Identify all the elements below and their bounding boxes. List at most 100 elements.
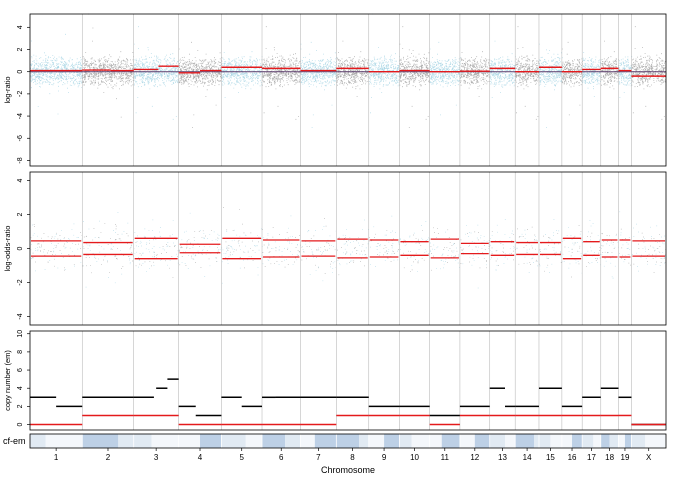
log-ratio-tick-label: -2 xyxy=(17,91,24,97)
cf-em-cell xyxy=(314,434,337,448)
cf-em-cell xyxy=(505,434,516,448)
log-ratio-tick-label: -6 xyxy=(17,135,24,141)
chromosome-label-14: 14 xyxy=(523,453,532,462)
log-odds-points-chr-6 xyxy=(262,215,300,265)
log-ratio-points-chr-19 xyxy=(618,56,633,98)
log-odds-points-chr-16 xyxy=(562,227,583,274)
log-odds-points-chr-7 xyxy=(301,218,336,274)
log-ratio-tick-label: 0 xyxy=(17,70,24,74)
copy-number-tick-label: 0 xyxy=(17,423,24,427)
chromosome-label-9: 9 xyxy=(382,453,387,462)
chromosome-label-12: 12 xyxy=(470,453,479,462)
log-odds-points-chr-12 xyxy=(460,231,490,269)
cf-em-cell xyxy=(474,434,490,448)
log-ratio-tick-label: 2 xyxy=(17,47,24,51)
cf-em-cell xyxy=(285,434,301,448)
x-axis-label: Chromosome xyxy=(321,465,375,475)
chromosome-label-17: 17 xyxy=(587,453,596,462)
copy-number-panel: 0 2 4 6 8 10 copy number (em) xyxy=(3,330,667,431)
chromosome-label-8: 8 xyxy=(350,453,355,462)
log-ratio-points-chr-4 xyxy=(178,41,223,128)
cf-em-cell xyxy=(572,434,583,448)
cf-em-cell xyxy=(411,434,430,448)
log-odds-points-chr-3 xyxy=(134,219,179,273)
log-odds-points-chr-7 xyxy=(302,226,337,282)
log-odds-points-chr-14 xyxy=(515,226,537,265)
cf-em-panel: cf-em1 2 3 4 5 6 7 8 9 10 11 12 13 14 15 16 17 18 19 XChrom… xyxy=(3,433,667,475)
cf-em-cell xyxy=(336,434,360,448)
log-odds-frame xyxy=(29,171,667,326)
copy-number-tick-label: 6 xyxy=(17,368,24,372)
log-odds-points-chr-10 xyxy=(399,230,430,273)
log-odds-points-chr-9 xyxy=(369,230,400,262)
log-ratio-points-chr-1 xyxy=(30,33,84,115)
chromosome-label-11: 11 xyxy=(441,453,450,462)
chromosome-label-1: 1 xyxy=(54,453,59,462)
copy-number-axis-label: copy number (em) xyxy=(3,350,12,411)
cf-em-cell xyxy=(151,434,179,448)
log-odds-points-chr-14 xyxy=(516,229,540,273)
chromosome-label-6: 6 xyxy=(279,453,284,462)
cf-em-cell xyxy=(593,434,601,448)
chromosome-label-4: 4 xyxy=(198,453,203,462)
chromosome-label-10: 10 xyxy=(410,453,419,462)
cf-em-cell xyxy=(221,434,246,448)
log-ratio-points-chr-16 xyxy=(561,41,583,116)
cf-em-cell xyxy=(618,434,625,448)
log-ratio-points-chr-5 xyxy=(221,13,263,98)
log-odds-points-chr-17 xyxy=(585,232,601,268)
log-odds-panel: -4 -2 0 2 4 log-odds-ratio xyxy=(3,171,667,326)
cf-em-cell xyxy=(631,434,646,448)
log-odds-tick-label: 4 xyxy=(17,178,24,182)
log-odds-points-chr-13 xyxy=(490,219,515,271)
cf-em-cell xyxy=(441,434,460,448)
cf-em-cell xyxy=(561,434,573,448)
log-ratio-points-chr-3 xyxy=(133,26,180,120)
log-odds-points-chr-11 xyxy=(430,227,459,271)
log-odds-points-chr-5 xyxy=(221,228,263,284)
log-ratio-tick-label: -8 xyxy=(17,157,24,163)
chromosome-label-7: 7 xyxy=(316,453,321,462)
copy-number-tick-label: 8 xyxy=(17,350,24,354)
log-odds-points-chr-12 xyxy=(460,224,491,289)
cf-em-cell xyxy=(368,434,385,448)
log-ratio-points-chr-11 xyxy=(429,41,461,116)
copy-number-frame xyxy=(29,330,667,431)
cf-em-cell xyxy=(359,434,369,448)
cf-em-cell xyxy=(245,434,263,448)
cf-em-cell xyxy=(609,434,619,448)
log-odds-points-chr-X xyxy=(633,232,667,273)
log-ratio-points-chr-X xyxy=(631,26,667,120)
cf-em-cell xyxy=(262,434,286,448)
log-odds-tick-label: 0 xyxy=(17,246,24,250)
chromosome-label-X: X xyxy=(646,453,652,462)
log-odds-points-chr-X xyxy=(632,223,666,272)
cf-em-cell xyxy=(538,434,551,448)
log-odds-points-chr-11 xyxy=(430,231,460,270)
log-ratio-points-chr-12 xyxy=(459,51,491,97)
log-ratio-points-chr-9 xyxy=(368,13,401,114)
cf-em-cell xyxy=(582,434,594,448)
chromosome-label-13: 13 xyxy=(498,453,507,462)
chromosome-label-3: 3 xyxy=(154,453,159,462)
log-odds-points-chr-16 xyxy=(564,225,582,278)
log-odds-points-chr-2 xyxy=(82,222,135,274)
cf-em-cell xyxy=(429,434,442,448)
log-ratio-points-chr-14 xyxy=(515,26,540,120)
log-odds-points-chr-4 xyxy=(179,212,223,277)
log-odds-points-chr-8 xyxy=(337,219,369,266)
chromosome-label-5: 5 xyxy=(239,453,244,462)
cf-em-cell xyxy=(459,434,475,448)
copy-number-tick-label: 4 xyxy=(17,386,24,390)
log-ratio-points-chr-17 xyxy=(582,52,602,97)
cf-em-cell xyxy=(489,434,506,448)
log-odds-points-chr-9 xyxy=(370,215,399,267)
copy-number-tick-label: 10 xyxy=(17,330,24,338)
log-odds-tick-label: -2 xyxy=(17,279,24,285)
cf-em-cell xyxy=(550,434,562,448)
cf-em-cell xyxy=(200,434,222,448)
chromosome-label-2: 2 xyxy=(106,453,111,462)
log-ratio-points-chr-13 xyxy=(489,13,516,98)
cf-em-cell xyxy=(645,434,666,448)
log-odds-tick-label: 2 xyxy=(17,212,24,216)
